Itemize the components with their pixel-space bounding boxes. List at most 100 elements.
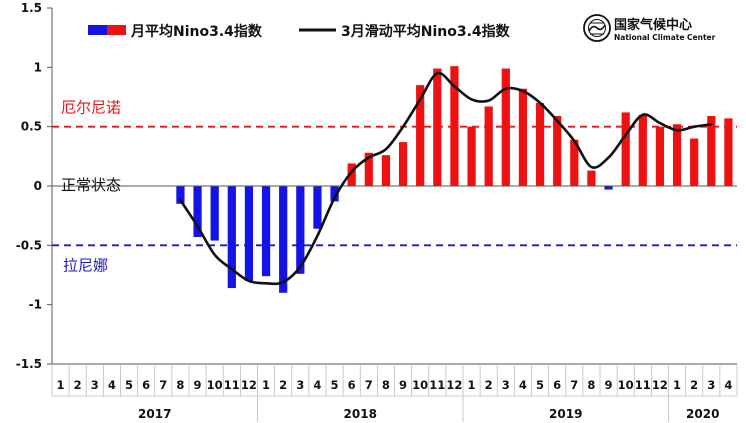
bar [279, 186, 288, 293]
x-tick-label: 3 [91, 378, 99, 392]
x-tick-label: 3 [296, 378, 304, 392]
x-tick-label: 11 [635, 378, 651, 392]
x-tick-label: 3 [502, 378, 510, 392]
x-tick-label: 1 [57, 378, 65, 392]
year-label: 2018 [344, 407, 377, 421]
x-tick-label: 5 [125, 378, 133, 392]
x-axis: 1 2 3 4 5 6 7 8 9 10 11 12 1 2 3 4 5 6 7 8 9 10 11 12 1 2 3 4 5 6 7 8 9 1… [51, 363, 738, 422]
bar [672, 124, 682, 186]
x-tick-label: 8 [176, 378, 184, 392]
y-tick-label: 1.5 [21, 1, 42, 15]
year-label: 2020 [686, 407, 719, 421]
x-tick-label: 12 [241, 378, 257, 392]
x-tick-label: 4 [724, 378, 732, 392]
logo-name-en: National Climate Center [614, 33, 716, 42]
bar [313, 186, 322, 229]
year-label: 2019 [549, 407, 582, 421]
x-tick-label: 4 [313, 378, 321, 392]
legend-bar-label: 月平均Nino3.4指数 [130, 23, 263, 40]
bar [690, 138, 699, 186]
x-tick-label: 10 [618, 378, 634, 392]
bar [707, 115, 716, 186]
x-tick-label: 11 [429, 378, 445, 392]
bar [398, 142, 408, 186]
bar [193, 186, 202, 238]
bar [518, 88, 528, 186]
bar [210, 186, 219, 241]
bar [535, 102, 545, 186]
cma-emblem-icon [583, 14, 611, 42]
x-tick-label: 7 [365, 378, 373, 392]
bar [416, 85, 425, 186]
x-tick-label: 5 [536, 378, 544, 392]
y-tick-label: 0.5 [21, 120, 42, 134]
x-tick-label: 8 [382, 378, 390, 392]
bar-series [176, 66, 733, 293]
line-series-3-month [179, 71, 713, 286]
bar [501, 68, 510, 186]
x-tick-label: 4 [519, 378, 527, 392]
reference-label: 正常状态 [61, 176, 121, 194]
bar [450, 66, 459, 186]
legend: 月平均Nino3.4指数 3月滑动平均Nino3.4指数 [88, 23, 511, 40]
bar [244, 186, 254, 281]
x-tick-label: 3 [707, 378, 715, 392]
x-tick-label: 10 [412, 378, 428, 392]
x-tick-label: 2 [690, 378, 698, 392]
x-tick-label: 2 [279, 378, 287, 392]
y-tick-label: -1 [29, 298, 42, 312]
legend-swatch-positive [107, 25, 126, 35]
reference-label: 厄尔尼诺 [61, 99, 121, 117]
bar [467, 126, 476, 186]
y-tick-label: -0.5 [16, 238, 42, 252]
bar [296, 186, 305, 274]
legend-line-label: 3月滑动平均Nino3.4指数 [341, 23, 511, 40]
x-tick-label: 9 [605, 378, 613, 392]
y-axis: 1.5 1 0.5 0 -0.5 -1 -1.5 [16, 1, 53, 371]
x-tick-label: 12 [446, 378, 462, 392]
bar [176, 186, 185, 204]
x-tick-label: 1 [468, 378, 476, 392]
bar [621, 112, 630, 186]
year-label: 2017 [138, 407, 171, 421]
x-tick-label: 6 [348, 378, 356, 392]
bar [261, 186, 271, 277]
x-tick-label: 6 [142, 378, 150, 392]
bar [587, 170, 596, 186]
x-tick-label: 7 [159, 378, 167, 392]
x-tick-label: 10 [207, 378, 223, 392]
y-tick-label: 0 [34, 179, 42, 193]
bar [604, 186, 613, 190]
bar [638, 114, 647, 186]
y-tick-label: 1 [34, 60, 42, 74]
bar [553, 115, 562, 186]
bar [655, 126, 665, 186]
x-tick-label: 8 [587, 378, 595, 392]
bar [347, 163, 356, 186]
legend-swatch-negative [88, 25, 107, 35]
x-tick-label: 7 [570, 378, 578, 392]
bar [330, 186, 339, 202]
reference-label: 拉尼娜 [63, 256, 108, 274]
x-tick-label: 4 [108, 378, 116, 392]
x-tick-label: 6 [553, 378, 561, 392]
x-tick-label: 2 [74, 378, 82, 392]
bar [484, 106, 493, 186]
x-tick-label: 2 [485, 378, 493, 392]
y-tick-label: -1.5 [16, 357, 42, 371]
bar [227, 186, 236, 289]
x-tick-label: 9 [194, 378, 202, 392]
x-tick-label: 12 [652, 378, 668, 392]
bar [724, 118, 733, 186]
bar [364, 152, 373, 186]
logo-name-cn: 国家气候中心 [614, 17, 692, 33]
bar [570, 139, 579, 186]
x-tick-label: 9 [399, 378, 407, 392]
x-tick-label: 1 [673, 378, 681, 392]
x-tick-label: 11 [224, 378, 240, 392]
x-tick-label: 1 [262, 378, 270, 392]
logo: 国家气候中心 National Climate Center [583, 14, 716, 42]
